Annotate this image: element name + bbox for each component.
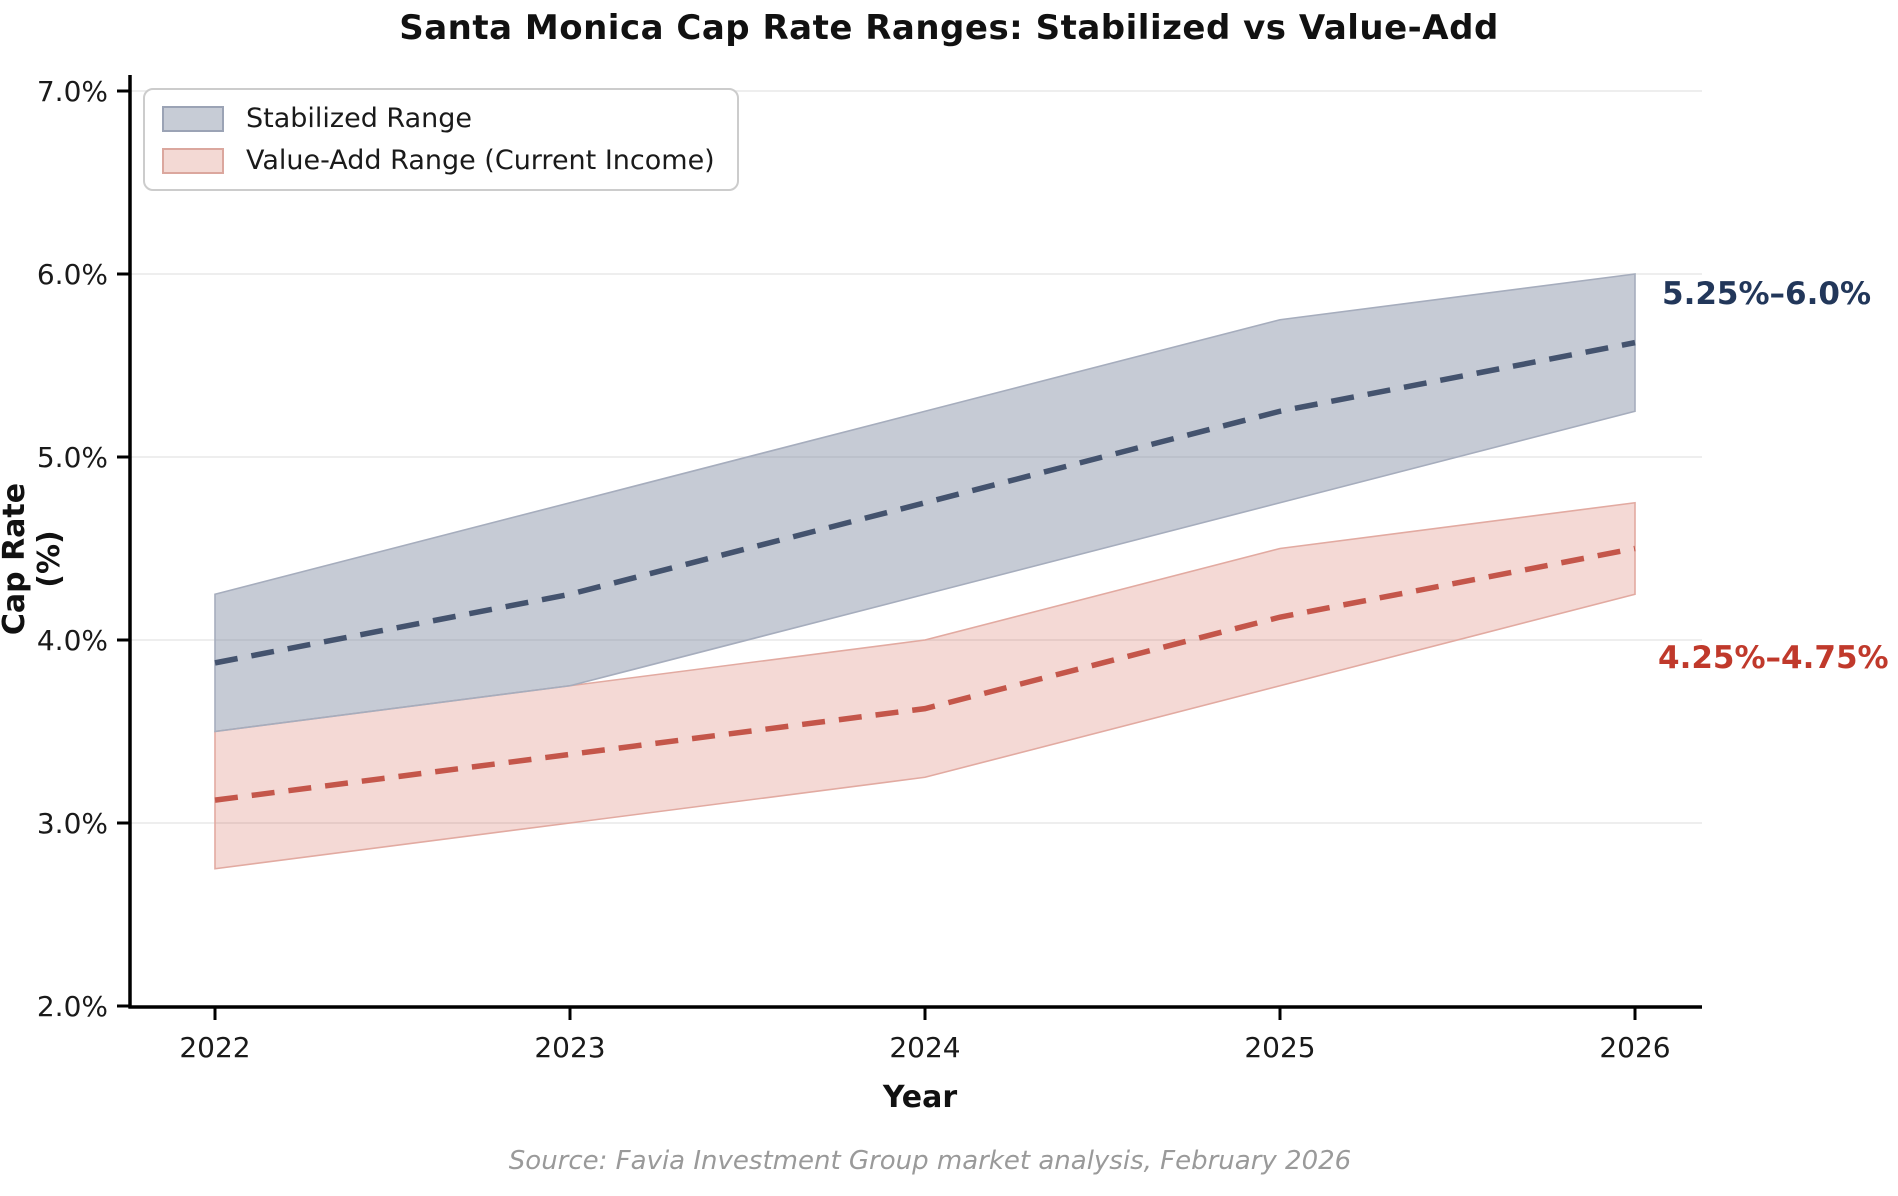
x-tick-label: 2026 [1599, 1031, 1670, 1064]
midline-stabilized-range [214, 339, 1636, 666]
source-note: Source: Favia Investment Group market an… [508, 1146, 1352, 1176]
chart-title: Santa Monica Cap Rate Ranges: Stabilized… [399, 8, 1499, 48]
y-tick-label: 6.0% [37, 258, 108, 291]
y-tick-label: 5.0% [37, 441, 108, 474]
x-axis-label: Year [882, 1080, 958, 1115]
band-stabilized-range [214, 273, 1636, 733]
gridlines [130, 90, 1702, 824]
annotation-valueadd-range: 4.25%–4.75% [1658, 640, 1889, 676]
x-tick-label: 2022 [179, 1031, 250, 1064]
x-tick-label: 2024 [889, 1031, 960, 1064]
y-tick-label: 7.0% [37, 75, 108, 108]
y-axis-label: Cap Rate (%) [0, 482, 67, 636]
y-tick-label: 2.0% [37, 990, 108, 1023]
annotation-stabilized-range: 5.25%–6.0% [1662, 276, 1872, 312]
midline-value-add-range-current-income- [214, 545, 1636, 803]
y-tick-label: 4.0% [37, 624, 108, 657]
legend-label-valueadd: Value-Add Range (Current Income) [246, 145, 715, 176]
legend-label-stabilized: Stabilized Range [246, 103, 472, 134]
legend: Stabilized Range Value-Add Range (Curren… [143, 88, 739, 191]
axes-spines [128, 75, 1702, 1009]
band-value-add-range-current-income- [214, 501, 1636, 870]
tick-labels: 7.0% 6.0% 5.0% 4.0% 3.0% 2.0% 2022 2023 2024 2025… [37, 75, 1671, 1064]
x-tick-label: 2023 [534, 1031, 605, 1064]
legend-swatch-stabilized [162, 105, 224, 132]
legend-swatch-valueadd [162, 147, 224, 174]
y-tick-label: 3.0% [37, 807, 108, 840]
legend-item-valueadd: Value-Add Range (Current Income) [162, 145, 715, 176]
legend-item-stabilized: Stabilized Range [162, 103, 715, 134]
range-bands [214, 273, 1636, 870]
midlines [214, 339, 1636, 803]
x-tick-label: 2025 [1244, 1031, 1315, 1064]
tick-marks [117, 89, 1637, 1020]
